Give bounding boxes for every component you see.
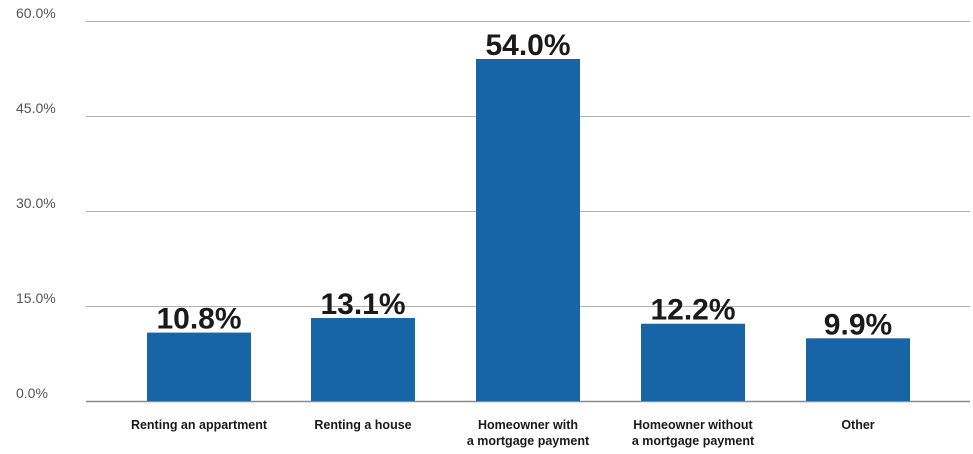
x-category-label: a mortgage payment: [632, 434, 755, 448]
x-category-label: Other: [841, 418, 874, 432]
bar-value-label: 54.0%: [485, 29, 570, 62]
bar: [311, 318, 415, 401]
bar-value-label: 10.8%: [156, 303, 241, 336]
x-category-label: Renting an appartment: [131, 418, 268, 432]
x-category-label: Homeowner with: [478, 418, 578, 432]
y-tick-label: 0.0%: [16, 385, 48, 401]
data-labels: 10.8% 13.1% 54.0% 12.2% 9.9%: [156, 29, 892, 341]
bar: [641, 323, 745, 401]
y-tick-label: 15.0%: [16, 290, 56, 306]
bar-value-label: 12.2%: [650, 294, 735, 327]
bar-value-label: 9.9%: [824, 308, 892, 341]
x-category-label: Homeowner without: [633, 418, 753, 432]
x-category-label: Renting a house: [314, 418, 411, 432]
bars: [147, 59, 910, 401]
y-tick-label: 45.0%: [16, 100, 56, 116]
bar: [147, 332, 251, 401]
x-axis-category-labels: Renting an appartment Renting a house Home…: [131, 418, 875, 448]
bar: [806, 338, 910, 401]
y-tick-label: 30.0%: [16, 195, 56, 211]
bar-value-label: 13.1%: [320, 288, 405, 321]
bar: [476, 59, 580, 401]
y-tick-label: 60.0%: [16, 5, 56, 21]
x-category-label: a mortgage payment: [467, 434, 590, 448]
y-axis-tick-labels: 0.0% 15.0% 30.0% 45.0% 60.0%: [16, 5, 56, 401]
